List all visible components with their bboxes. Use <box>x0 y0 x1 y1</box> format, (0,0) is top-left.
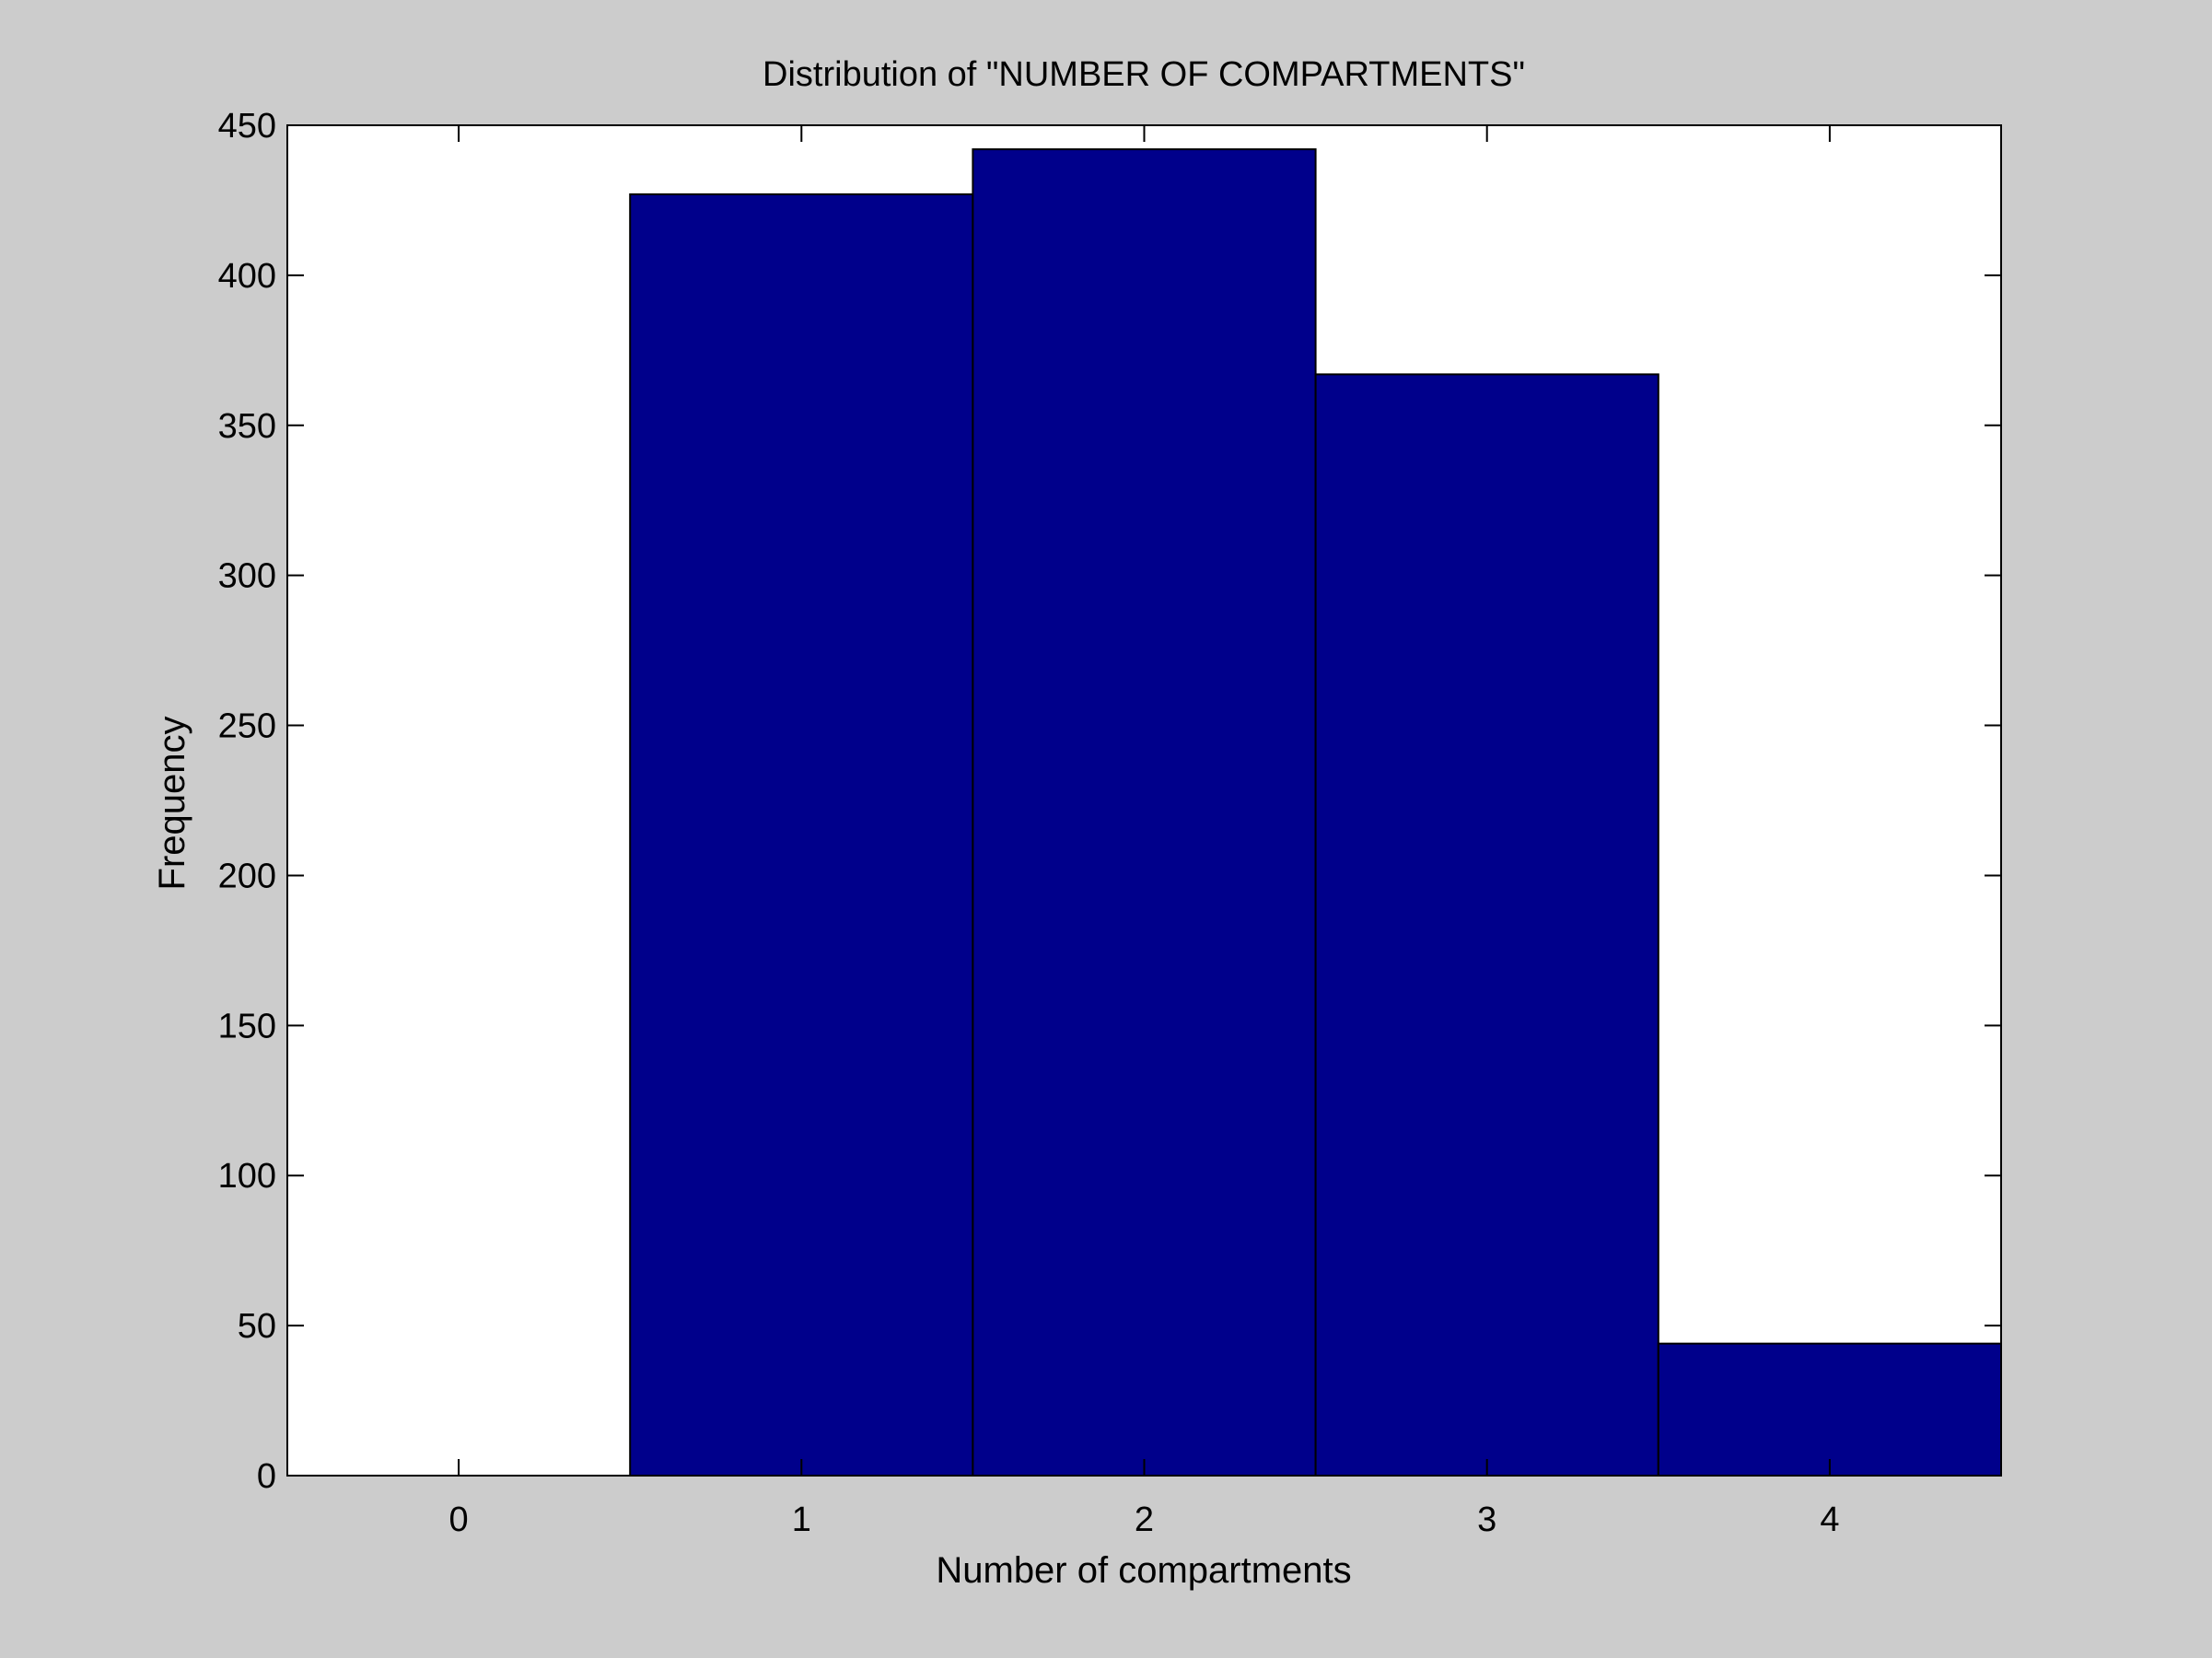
x-tick-label: 3 <box>1477 1500 1496 1539</box>
bar-4 <box>1657 1342 2003 1477</box>
y-tick-label: 200 <box>218 857 276 895</box>
y-axis-label: Frequency <box>152 717 192 891</box>
y-tick-label: 400 <box>218 257 276 296</box>
bar-1 <box>629 193 974 1477</box>
y-tick-label: 0 <box>257 1457 276 1496</box>
x-axis-label: Number of compartments <box>936 1550 1351 1591</box>
bar-3 <box>1314 373 1659 1477</box>
y-tick-label: 100 <box>218 1157 276 1196</box>
x-tick-label: 0 <box>449 1500 469 1539</box>
axes-frame <box>286 124 2002 1477</box>
chart-title: Distribution of "NUMBER OF COMPARTMENTS" <box>763 55 1525 94</box>
bar-group <box>629 148 2003 1477</box>
x-tick-label: 1 <box>792 1500 811 1539</box>
tick-labels: 0 1 2 3 4 0 50 100 150 200 250 300 350 400 450 <box>218 107 1840 1539</box>
y-tick-label: 150 <box>218 1007 276 1045</box>
y-tick-label: 250 <box>218 707 276 746</box>
y-tick-label: 350 <box>218 407 276 446</box>
y-tick-label: 50 <box>238 1307 276 1346</box>
x-tick-label: 4 <box>1820 1500 1839 1539</box>
y-tick-label: 300 <box>218 557 276 596</box>
x-tick-label: 2 <box>1135 1500 1154 1539</box>
tick-marks <box>287 124 2001 1477</box>
y-tick-label: 450 <box>218 107 276 146</box>
bar-2 <box>972 148 1317 1477</box>
